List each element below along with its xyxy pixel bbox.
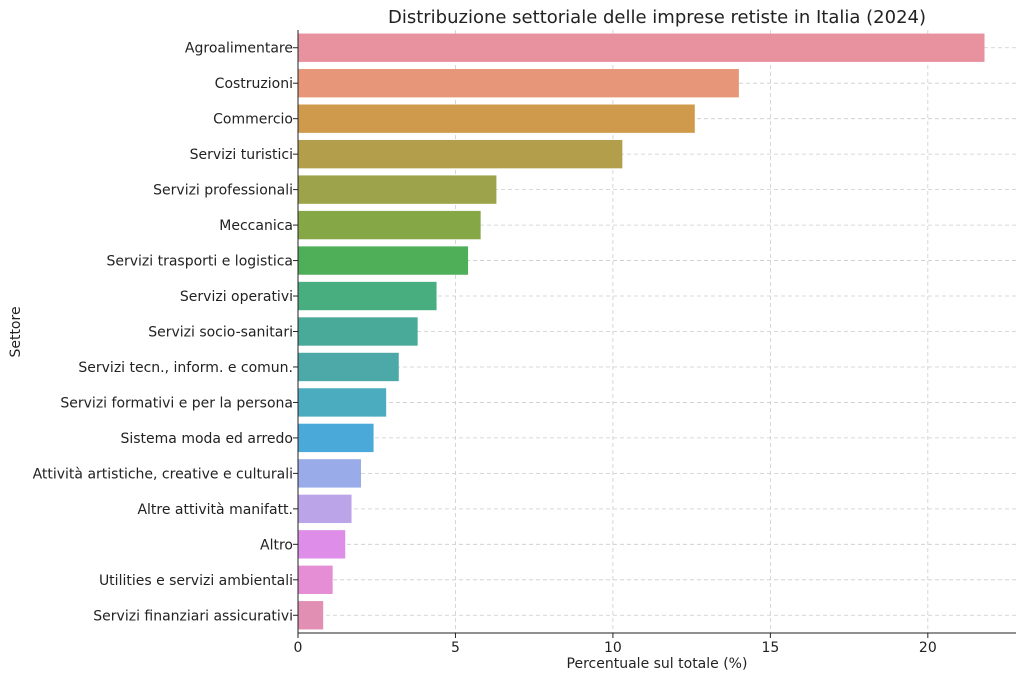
category-label: Meccanica [219,218,293,234]
x-axis-label: Percentuale sul totale (%) [567,656,748,672]
bar [298,210,481,240]
category-label: Servizi finanziari assicurativi [93,608,293,624]
bar [298,601,324,630]
category-label: Altro [260,537,293,553]
category-label: Commercio [213,112,293,128]
bar [298,246,469,275]
bar [298,352,399,382]
bars [298,33,985,630]
x-tick-label: 0 [294,640,303,656]
bar [298,281,437,311]
axes [293,30,1016,638]
category-label: Servizi professionali [153,183,293,199]
x-tick-label: 15 [761,640,779,656]
bar [298,494,352,524]
bar [298,175,497,204]
bar [298,459,361,488]
chart-title: Distribuzione settoriale delle imprese r… [388,7,926,28]
category-label: Servizi operativi [180,289,293,305]
bar [298,423,374,453]
x-tick-label: 10 [604,640,622,656]
category-labels: Agroalimentare Costruzioni Commercio Serviz… [33,41,293,625]
category-label: Servizi trasporti e logistica [106,254,293,270]
category-label: Servizi formativi e per la persona [60,395,293,411]
bar [298,33,985,62]
x-tick-label: 20 [919,640,937,656]
bar [298,69,739,98]
grid [297,30,1016,633]
category-label: Utilities e servizi ambientali [99,573,293,589]
category-label: Costruzioni [215,76,293,92]
category-label: Servizi socio-sanitari [148,325,293,341]
category-label: Servizi tecn., inform. e comun. [78,360,293,376]
bar [298,104,695,133]
x-tick-label: 5 [451,640,460,656]
category-label: Attività artistiche, creative e cultural… [33,466,293,482]
bar [298,139,623,169]
category-label: Agroalimentare [185,41,293,57]
bar [298,565,333,594]
category-label: Servizi turistici [190,147,293,163]
bar [298,317,418,346]
bar [298,530,346,559]
y-axis-label: Settore [8,306,24,357]
category-label: Sistema moda ed arredo [120,431,293,447]
category-label: Altre attività manifatt. [137,502,293,518]
x-tick-labels: 0 5 10 15 20 [294,640,937,656]
bar [298,388,387,417]
